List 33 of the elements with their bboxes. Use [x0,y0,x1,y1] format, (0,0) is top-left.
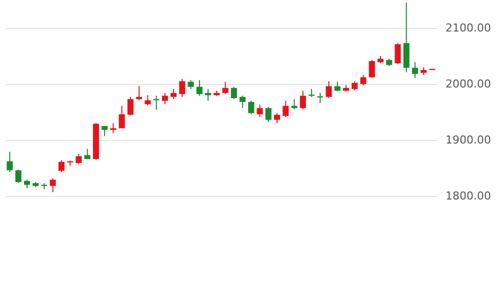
candlestick [170,88,177,100]
candlestick [274,112,280,124]
y-tick-label: 2000.00 [446,78,491,90]
candlestick [394,42,401,64]
candlestick [179,78,186,98]
candlestick [334,81,340,92]
candlestick [58,160,64,172]
candlestick [118,105,125,129]
y-tick-label: 2100.00 [446,22,491,34]
candlestick [326,80,332,98]
candlestick [15,169,22,184]
candlestick [368,59,375,78]
candlestick [412,62,418,78]
y-tick-label: 1800.00 [446,190,491,202]
candlestick [6,151,13,172]
candlestick [222,81,228,95]
candlestick [300,90,306,110]
y-tick-label: 1900.00 [446,134,491,146]
candlestick [256,104,263,118]
candlestick [110,122,116,134]
candlestick [50,178,56,193]
candlestick [196,80,202,96]
candlestick [144,94,151,106]
candlestick [230,86,237,100]
candlestick [360,74,366,86]
candlestick [127,96,134,116]
candlestick [282,100,289,118]
candlestick [102,126,108,137]
candlestick [162,92,168,105]
candlestick [265,106,272,123]
candlestick [76,154,82,165]
candlestick [240,95,246,109]
candlestick [248,100,254,115]
